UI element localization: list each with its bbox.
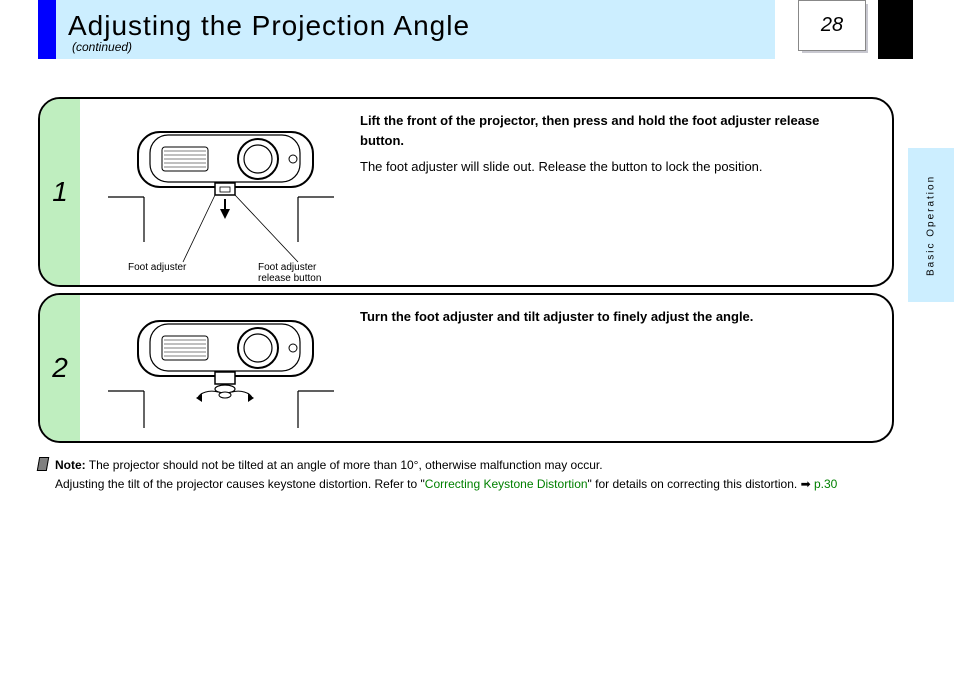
section-tab-label: Basic Operation bbox=[908, 148, 954, 302]
note-pageref[interactable]: p.30 bbox=[814, 477, 837, 491]
note-body-1: The projector should not be tilted at an… bbox=[89, 458, 603, 472]
step-1-text: Lift the front of the projector, then pr… bbox=[360, 111, 862, 177]
step-1-title: Lift the front of the projector, then pr… bbox=[360, 111, 862, 151]
step-1-diagram: Foot adjuster Foot adjuster release butt… bbox=[98, 107, 348, 272]
step-2-title: Turn the foot adjuster and tilt adjuster… bbox=[360, 307, 862, 327]
header-endcap bbox=[878, 0, 913, 59]
step-1-number: 1 bbox=[40, 176, 80, 208]
page-subtitle: (continued) bbox=[72, 40, 132, 54]
note-leadin: Note: bbox=[55, 458, 86, 472]
step-1: 1 bbox=[38, 97, 894, 287]
note-body-3: " for details on correcting this distort… bbox=[588, 477, 814, 491]
page-title: Adjusting the Projection Angle bbox=[68, 10, 470, 42]
section-tab: Basic Operation bbox=[908, 148, 954, 302]
step-1-label-right: Foot adjuster release button bbox=[258, 262, 348, 284]
note-icon bbox=[37, 457, 49, 471]
note-body-2: Adjusting the tilt of the projector caus… bbox=[55, 477, 425, 491]
note: Note: The projector should not be tilted… bbox=[55, 456, 884, 493]
step-2-number: 2 bbox=[40, 352, 80, 384]
step-2: 2 bbox=[38, 293, 894, 443]
page-root: Adjusting the Projection Angle (continue… bbox=[0, 0, 954, 676]
page-number: 28 bbox=[798, 0, 866, 51]
step-1-body: The foot adjuster will slide out. Releas… bbox=[360, 157, 862, 177]
step-1-label-left: Foot adjuster bbox=[128, 262, 186, 273]
note-link[interactable]: Correcting Keystone Distortion bbox=[425, 477, 588, 491]
header-accent-blue bbox=[38, 0, 56, 59]
step-2-text: Turn the foot adjuster and tilt adjuster… bbox=[360, 307, 862, 333]
step-2-diagram bbox=[98, 303, 348, 433]
